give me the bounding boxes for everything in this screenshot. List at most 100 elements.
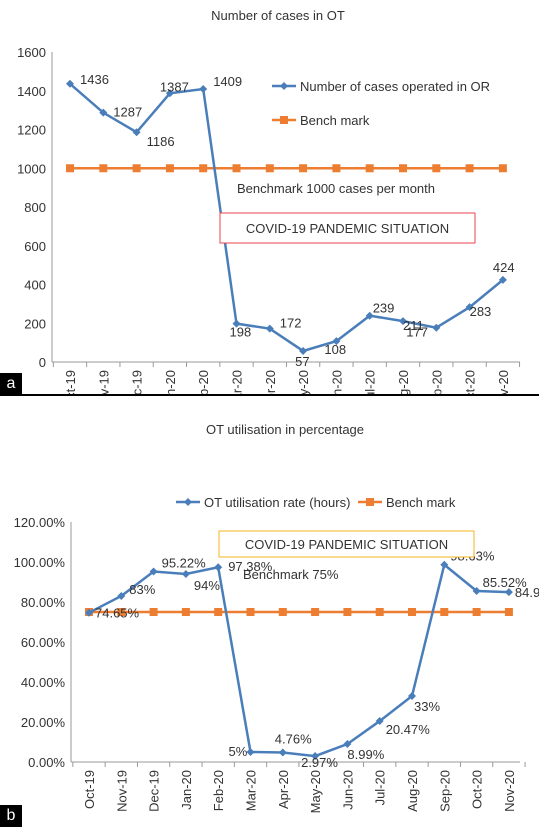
data-point (408, 692, 416, 700)
legend-label: Bench mark (386, 495, 456, 510)
benchmark-point (408, 608, 416, 616)
benchmark-point (343, 608, 352, 616)
benchmark-point (375, 608, 384, 616)
benchmark-point (504, 608, 513, 616)
data-point (375, 717, 384, 726)
chart-panel-b: OT utilisation in percentage 0.00% 20.00% 4… (0, 396, 539, 827)
benchmark-point (299, 164, 308, 173)
data-label: 172 (280, 316, 302, 331)
data-point (365, 311, 374, 320)
y-tick-label: 1200 (17, 123, 46, 138)
benchmark-point (432, 164, 441, 173)
data-point (246, 748, 255, 756)
data-point (99, 108, 108, 117)
data-label: 33% (414, 699, 440, 714)
benchmark-point (117, 608, 126, 616)
data-label: 177 (406, 325, 428, 340)
data-point (232, 319, 241, 328)
series-line (88, 562, 509, 758)
benchmark-annotation: Benchmark 75% (243, 567, 339, 582)
benchmark-point (332, 164, 341, 173)
data-label: 424 (493, 260, 515, 275)
x-tick-label: Aug-20 (405, 770, 420, 812)
data-label: 1287 (113, 105, 142, 120)
data-label: 84.94% (515, 585, 539, 600)
data-label: 211 (403, 318, 424, 333)
x-tick-label: Jul-20 (363, 370, 378, 395)
x-tick-label: Mar-20 (244, 770, 259, 811)
data-point (299, 346, 308, 355)
data-point (149, 567, 158, 576)
data-point (117, 592, 126, 600)
benchmark-point (440, 608, 449, 616)
y-tick-label: 400 (24, 278, 46, 293)
panel-tag-b: b (0, 805, 22, 827)
legend-label: Number of cases operated in OR (300, 79, 490, 94)
benchmark-point (149, 608, 158, 616)
benchmark-point (472, 608, 481, 616)
y-tick-label: 40.00% (21, 675, 66, 690)
x-tick-label: Nov-20 (496, 370, 511, 395)
data-label: 5% (229, 744, 248, 759)
y-tick-label: 120.00% (14, 515, 66, 530)
y-tick-label: 80.00% (21, 595, 66, 610)
data-point (66, 79, 74, 88)
y-tick-label: 200 (24, 316, 46, 331)
data-point (432, 323, 441, 332)
data-point (504, 588, 513, 597)
data-label: 74.65% (95, 606, 140, 621)
benchmark-point (66, 164, 74, 173)
legend-swatch-marker (280, 116, 288, 124)
data-point (181, 570, 190, 578)
x-tick-label: Oct-19 (82, 770, 97, 809)
data-label: 198 (230, 325, 252, 340)
x-tick-label: Oct-19 (63, 370, 78, 395)
chart-title: Number of cases in OT (211, 8, 345, 23)
data-point (332, 337, 341, 346)
data-point (278, 748, 287, 757)
data-point (465, 303, 474, 312)
y-tick-label: 100.00% (14, 555, 66, 570)
data-point (472, 586, 481, 595)
covid-annotation-text: COVID-19 PANDEMIC SITUATION (246, 221, 449, 236)
data-label: 283 (470, 304, 492, 319)
benchmark-point (165, 164, 174, 173)
data-point (214, 563, 223, 572)
data-label: 1409 (213, 74, 242, 89)
y-tick-label: 1000 (17, 161, 46, 176)
x-tick-label: Oct-20 (470, 770, 485, 809)
benchmark-point (399, 164, 407, 173)
data-label: 108 (324, 342, 346, 357)
x-tick-label: Mar-20 (230, 370, 245, 395)
benchmark-point (99, 164, 108, 173)
data-label: 83% (129, 582, 155, 597)
benchmark-point (465, 164, 474, 173)
benchmark-point (214, 608, 223, 616)
data-label: 95.22% (162, 556, 207, 571)
y-tick-label: 60.00% (21, 635, 66, 650)
x-tick-label: Jun-20 (340, 770, 355, 810)
covid-annotation-box (219, 212, 476, 244)
benchmark-point (232, 164, 241, 173)
data-point (399, 317, 407, 326)
y-tick-label: 800 (24, 200, 46, 215)
data-point (343, 740, 352, 749)
benchmark-point (265, 164, 274, 173)
panel-divider (0, 394, 539, 396)
cases-chart: Number of cases in OT 0 200 400 600 800 1000 12… (17, 8, 521, 413)
x-tick-label: Sep-20 (437, 770, 452, 812)
y-tick-label: 20.00% (21, 715, 66, 730)
data-label: 1436 (80, 72, 109, 87)
y-tick-label: 600 (24, 239, 46, 254)
x-tick-label: Nov-19 (96, 370, 111, 395)
benchmark-point (365, 164, 374, 173)
data-label: 239 (373, 301, 395, 316)
y-tick-label: 0 (39, 355, 46, 370)
chart-panel-a: Number of cases in OT 0 200 400 600 800 1000 12… (0, 0, 539, 413)
benchmark-annotation: Benchmark 1000 cases per month (237, 181, 435, 196)
data-label: 1186 (147, 134, 175, 149)
data-label: 8.99% (347, 747, 384, 762)
y-tick-label: 0.00% (28, 755, 65, 770)
x-tick-label: Dec-19 (130, 370, 145, 395)
chart-title: OT utilisation in percentage (206, 422, 364, 437)
